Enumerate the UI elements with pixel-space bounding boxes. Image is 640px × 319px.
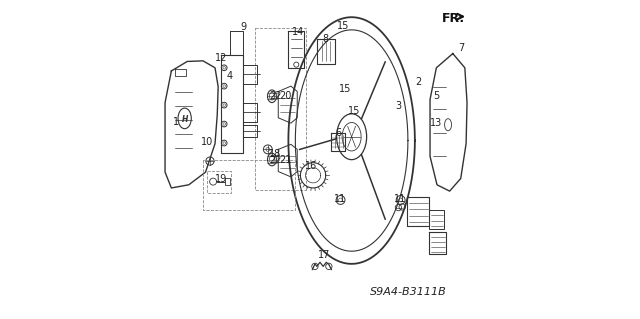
Text: 13: 13 <box>430 118 442 128</box>
Text: 4: 4 <box>227 71 233 81</box>
Text: 10: 10 <box>201 137 213 147</box>
Text: 5: 5 <box>433 91 440 101</box>
Text: 11: 11 <box>394 194 406 204</box>
Text: 8: 8 <box>323 34 329 44</box>
Text: 17: 17 <box>317 250 330 260</box>
Text: 7: 7 <box>458 43 465 53</box>
Text: FR.: FR. <box>442 12 465 25</box>
Bar <box>207 171 232 193</box>
Text: S9A4-B3111B: S9A4-B3111B <box>370 287 447 297</box>
Text: 14: 14 <box>292 27 305 37</box>
Text: 20: 20 <box>280 91 292 100</box>
Text: 2: 2 <box>415 77 421 87</box>
Bar <box>255 28 307 189</box>
Text: 6: 6 <box>335 128 341 137</box>
Text: 18: 18 <box>269 149 281 159</box>
Text: 21: 21 <box>280 155 292 165</box>
Text: 1: 1 <box>173 116 179 127</box>
Text: 16: 16 <box>305 161 317 171</box>
Text: 3: 3 <box>396 101 401 111</box>
Text: 11: 11 <box>333 194 346 204</box>
Text: 22: 22 <box>269 91 282 100</box>
Text: 15: 15 <box>337 21 349 31</box>
Text: 15: 15 <box>339 84 351 94</box>
Text: H: H <box>182 115 188 124</box>
Text: 12: 12 <box>215 53 228 63</box>
Text: 22: 22 <box>269 155 282 165</box>
Text: 9: 9 <box>241 22 246 32</box>
Text: 15: 15 <box>348 107 360 116</box>
Text: 19: 19 <box>215 174 227 184</box>
